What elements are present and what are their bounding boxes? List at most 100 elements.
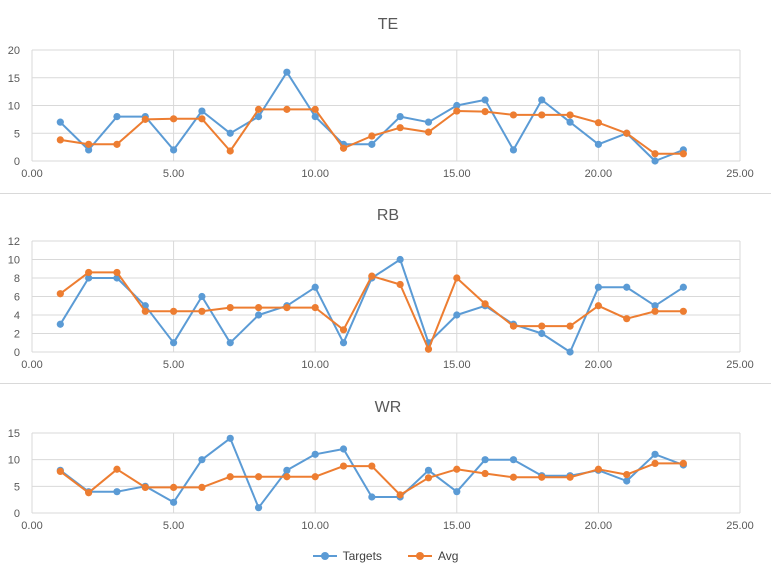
data-point-avg <box>113 465 121 473</box>
data-point-avg <box>651 150 659 158</box>
data-point-avg <box>368 132 376 140</box>
data-point-avg <box>679 150 687 158</box>
data-point-avg <box>339 462 348 470</box>
data-point-targets <box>283 68 291 76</box>
data-point-avg <box>509 473 518 481</box>
data-point-avg <box>566 322 574 330</box>
data-point-avg <box>623 129 631 137</box>
data-point-avg <box>651 307 659 315</box>
y-tick-label: 0 <box>14 156 20 168</box>
data-point-avg <box>396 491 404 499</box>
data-point-avg <box>679 307 687 315</box>
data-point-avg <box>396 124 404 132</box>
data-point-avg <box>113 268 121 277</box>
x-tick-label: 20.00 <box>585 520 613 532</box>
x-tick-label: 15.00 <box>443 520 471 532</box>
data-point-avg <box>226 147 234 155</box>
data-point-avg <box>424 345 433 353</box>
y-tick-label: 5 <box>14 128 20 140</box>
data-point-avg <box>396 280 404 289</box>
data-point-targets <box>198 107 206 115</box>
data-point-targets <box>170 498 178 506</box>
data-point-targets <box>311 450 319 458</box>
data-point-avg <box>141 483 149 491</box>
legend-item-targets: Targets <box>312 549 382 563</box>
data-point-targets <box>170 146 178 154</box>
data-point-targets <box>254 113 263 121</box>
data-point-avg <box>424 128 433 136</box>
x-tick-label: 10.00 <box>301 359 329 371</box>
data-point-targets <box>538 329 546 338</box>
data-point-avg <box>283 473 291 481</box>
data-point-avg <box>538 473 546 481</box>
y-tick-label: 10 <box>8 455 20 467</box>
data-point-targets <box>424 466 433 474</box>
y-tick-label: 6 <box>14 292 20 304</box>
data-point-avg <box>566 473 574 481</box>
chart-title-wr: WR <box>375 399 402 416</box>
data-point-targets <box>311 113 319 121</box>
data-point-targets <box>453 101 461 110</box>
data-point-avg <box>481 108 489 116</box>
data-point-targets <box>113 113 121 121</box>
data-point-avg <box>481 469 489 478</box>
data-point-targets <box>56 320 64 328</box>
data-point-targets <box>509 456 518 464</box>
data-point-avg <box>453 465 461 473</box>
x-tick-label: 15.00 <box>443 168 471 180</box>
data-point-targets <box>424 118 433 126</box>
data-point-avg <box>623 471 631 479</box>
y-tick-label: 5 <box>14 481 20 493</box>
data-point-targets <box>226 339 234 347</box>
data-point-targets <box>254 311 263 319</box>
data-point-avg <box>198 115 206 123</box>
data-point-targets <box>651 302 659 310</box>
data-point-avg <box>141 115 149 123</box>
data-point-targets <box>283 466 291 474</box>
data-point-targets <box>623 477 631 485</box>
data-point-targets <box>481 456 489 464</box>
data-point-avg <box>254 105 263 113</box>
data-point-avg <box>170 115 178 123</box>
x-tick-label: 5.00 <box>163 520 184 532</box>
data-point-avg <box>368 462 376 470</box>
data-point-avg <box>56 467 64 475</box>
panel-divider <box>0 383 771 384</box>
data-point-targets <box>368 140 376 148</box>
x-tick-label: 0.00 <box>21 359 42 371</box>
data-point-avg <box>481 300 489 308</box>
legend-item-avg: Avg <box>407 549 458 563</box>
data-point-targets <box>311 283 319 291</box>
data-point-targets <box>56 118 64 126</box>
data-point-targets <box>594 283 603 291</box>
data-point-avg <box>566 111 574 119</box>
data-point-avg <box>254 304 263 312</box>
data-point-avg <box>339 326 348 334</box>
x-tick-label: 5.00 <box>163 359 184 371</box>
data-point-targets <box>679 283 687 291</box>
data-point-avg <box>594 119 603 127</box>
data-point-avg <box>651 459 659 467</box>
data-point-avg <box>85 489 93 497</box>
data-point-avg <box>311 473 319 481</box>
data-point-targets <box>396 113 404 121</box>
data-point-avg <box>509 322 518 330</box>
x-tick-label: 15.00 <box>443 359 471 371</box>
chart-legend: Targets Avg <box>0 549 771 563</box>
data-point-targets <box>623 283 631 291</box>
panel-divider <box>0 193 771 194</box>
y-tick-label: 0 <box>14 347 20 359</box>
data-point-avg <box>679 459 687 467</box>
data-point-targets <box>226 129 234 137</box>
x-tick-label: 10.00 <box>301 520 329 532</box>
data-point-avg <box>424 474 433 482</box>
legend-swatch-targets <box>312 551 337 561</box>
y-tick-label: 2 <box>14 329 20 341</box>
x-tick-label: 25.00 <box>726 520 754 532</box>
data-point-targets <box>566 118 574 126</box>
legend-label-targets: Targets <box>342 549 382 563</box>
x-tick-label: 20.00 <box>585 168 613 180</box>
data-point-targets <box>226 434 234 442</box>
data-point-targets <box>85 274 93 282</box>
data-point-targets <box>339 339 348 347</box>
